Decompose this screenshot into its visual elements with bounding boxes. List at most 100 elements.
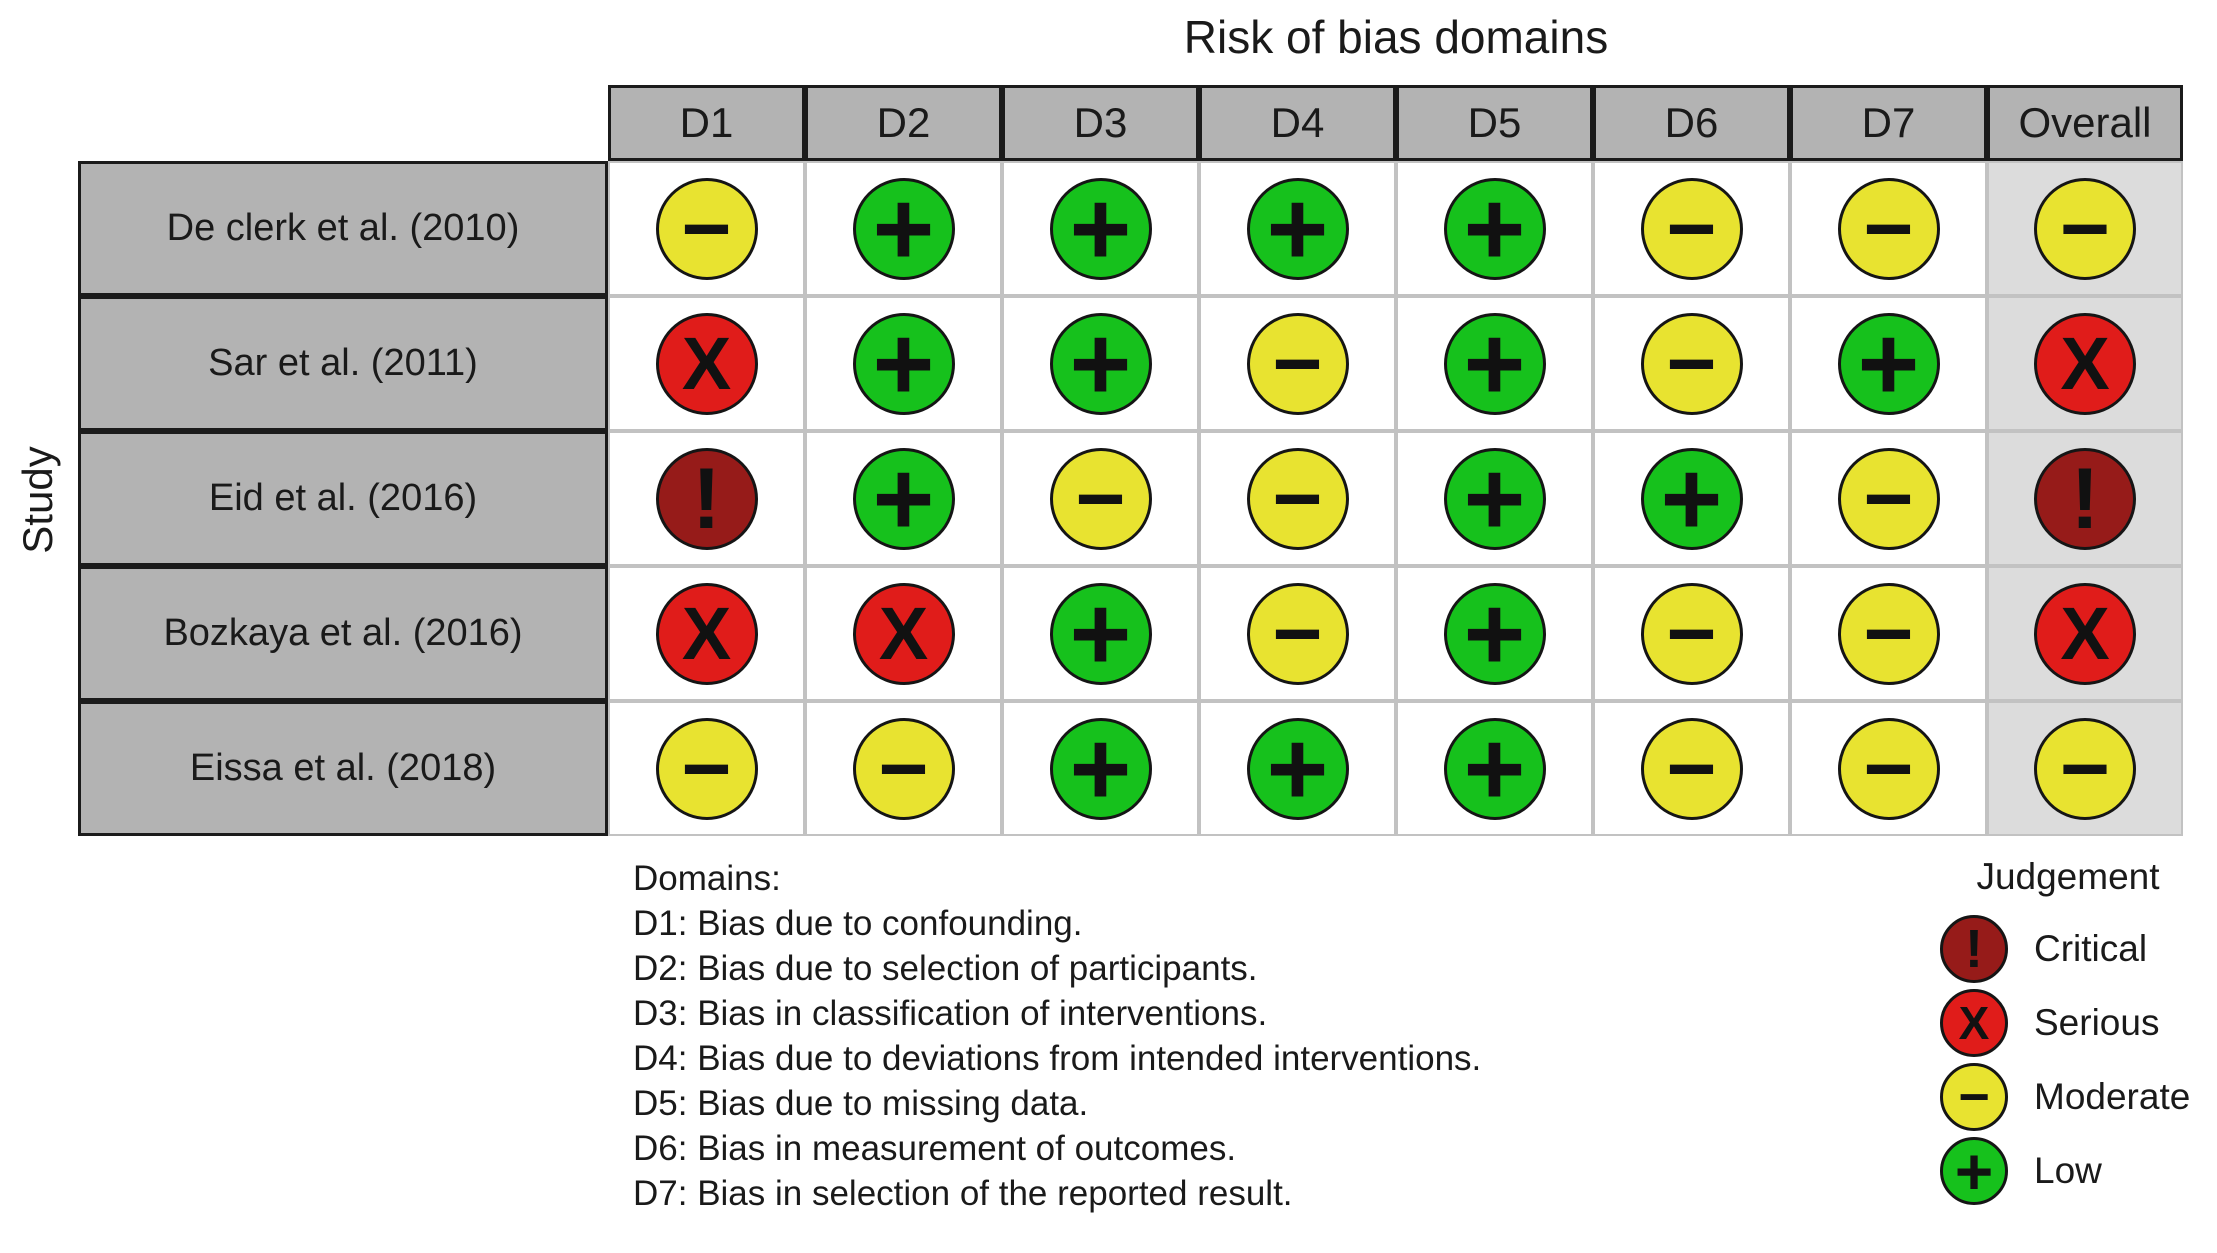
judgement-cell: − <box>1790 431 1987 566</box>
serious-judgement-icon: X <box>1940 989 2008 1057</box>
judgement-cell: − <box>1593 701 1790 836</box>
judgement-symbol: + <box>872 169 935 288</box>
judgement-cell: − <box>1790 701 1987 836</box>
judgement-cell: − <box>1987 161 2183 296</box>
study-label: Bozkaya et al. (2016) <box>78 566 608 701</box>
legend-label: Low <box>2034 1150 2102 1191</box>
moderate-judgement-icon: − <box>2034 177 2136 280</box>
judgement-symbol: − <box>1272 450 1323 547</box>
column-header-d2: D2 <box>805 85 1002 161</box>
judgement-symbol: − <box>1075 450 1126 547</box>
low-judgement-icon: + <box>1443 439 1546 558</box>
legend-item-moderate: − Moderate <box>1928 1060 2208 1134</box>
judgement-symbol: ! <box>2070 450 2100 547</box>
judgement-symbol: − <box>681 720 732 817</box>
judgement-symbol: + <box>872 304 935 423</box>
judgement-symbol: − <box>2059 180 2111 277</box>
moderate-judgement-icon: − <box>1640 582 1743 685</box>
judgement-symbol: X <box>2060 591 2110 675</box>
judgement-symbol: ! <box>1965 919 1983 979</box>
judgement-symbol: X <box>681 591 732 675</box>
judgement-cell: + <box>1199 161 1396 296</box>
study-label: Eissa et al. (2018) <box>78 701 608 836</box>
column-header-d4: D4 <box>1199 85 1396 161</box>
judgement-symbol: + <box>1069 574 1132 693</box>
serious-judgement-icon: X <box>2034 582 2136 685</box>
low-judgement-icon: + <box>852 304 955 423</box>
domain-line: D7: Bias in selection of the reported re… <box>633 1174 1293 1213</box>
legend-label: Critical <box>2034 928 2148 969</box>
judgement-cell: − <box>1199 566 1396 701</box>
header-row: D1 D2 D3 D4 D5 D6 D7 Overall <box>78 85 2183 161</box>
study-row: De clerk et al. (2010) − + + + + − − − <box>78 161 2183 296</box>
low-judgement-icon: + <box>1049 709 1152 828</box>
moderate-judgement-icon: − <box>1246 447 1349 550</box>
moderate-judgement-icon: − <box>1837 717 1940 820</box>
serious-judgement-icon: X <box>655 582 758 685</box>
judgement-symbol: − <box>1958 1067 1990 1127</box>
low-judgement-icon: + <box>1940 1137 2008 1205</box>
moderate-judgement-icon: − <box>1246 312 1349 415</box>
moderate-judgement-icon: − <box>1246 582 1349 685</box>
column-header-d5: D5 <box>1396 85 1593 161</box>
judgement-cell: X <box>608 296 805 431</box>
judgement-cell: − <box>608 701 805 836</box>
judgement-symbol: + <box>872 439 935 558</box>
serious-judgement-icon: X <box>2034 312 2136 415</box>
study-label: Sar et al. (2011) <box>78 296 608 431</box>
critical-judgement-icon: ! <box>2034 447 2136 550</box>
judgement-symbol: ! <box>692 450 721 547</box>
risk-of-bias-table: D1 D2 D3 D4 D5 D6 D7 Overall De clerk et al. (2… <box>78 85 2183 836</box>
judgement-symbol: + <box>1463 439 1526 558</box>
judgement-symbol: − <box>878 720 929 817</box>
legend-label: Moderate <box>2034 1076 2191 1117</box>
domains-note: Domains: D1: Bias due to confounding. D2:… <box>633 856 1481 1216</box>
judgement-symbol: + <box>1660 439 1723 558</box>
judgement-cell: − <box>1593 566 1790 701</box>
judgement-cell: − <box>1199 431 1396 566</box>
judgement-symbol: − <box>1863 180 1914 277</box>
judgement-cell: − <box>608 161 805 296</box>
judgement-symbol: + <box>1463 169 1526 288</box>
low-judgement-icon: + <box>1837 304 1940 423</box>
legend: Judgement ! Critical X Serious − Moderate + Low <box>1928 856 2208 1208</box>
domain-line: D4: Bias due to deviations from intended… <box>633 1039 1482 1078</box>
judgement-cell: X <box>805 566 1002 701</box>
judgement-cell: − <box>1790 161 1987 296</box>
judgement-symbol: X <box>1958 997 1990 1049</box>
judgement-cell: + <box>1199 701 1396 836</box>
judgement-cell: − <box>1790 566 1987 701</box>
judgement-symbol: + <box>1069 169 1132 288</box>
judgement-cell: ! <box>1987 431 2183 566</box>
domain-line: D5: Bias due to missing data. <box>633 1084 1089 1123</box>
judgement-symbol: + <box>1857 304 1920 423</box>
study-axis-label: Study <box>14 446 61 554</box>
judgement-symbol: + <box>1266 169 1329 288</box>
domain-line: D1: Bias due to confounding. <box>633 904 1083 943</box>
critical-judgement-icon: ! <box>655 447 758 550</box>
judgement-cell: + <box>805 161 1002 296</box>
moderate-judgement-icon: − <box>1837 582 1940 685</box>
judgement-symbol: − <box>1666 585 1717 682</box>
low-judgement-icon: + <box>1443 716 1546 822</box>
low-judgement-icon: + <box>1443 311 1546 417</box>
low-judgement-icon: + <box>1049 311 1152 417</box>
judgement-symbol: X <box>2060 321 2110 405</box>
study-row: Bozkaya et al. (2016) X X + − + − − X <box>78 566 2183 701</box>
judgement-symbol: − <box>1863 720 1914 817</box>
judgement-cell: + <box>1002 566 1199 701</box>
moderate-judgement-icon: − <box>2034 717 2136 820</box>
judgement-cell: X <box>1987 296 2183 431</box>
judgement-symbol: + <box>1069 709 1132 828</box>
low-judgement-icon: + <box>1640 439 1743 558</box>
judgement-symbol: − <box>2059 720 2111 817</box>
moderate-judgement-icon: − <box>655 717 758 820</box>
moderate-judgement-icon: − <box>655 177 758 280</box>
judgement-cell: + <box>1002 701 1199 836</box>
column-header-d1: D1 <box>608 85 805 161</box>
judgement-symbol: + <box>1266 709 1329 828</box>
moderate-judgement-icon: − <box>852 717 955 820</box>
judgement-cell: + <box>805 296 1002 431</box>
judgement-cell: X <box>1987 566 2183 701</box>
low-judgement-icon: + <box>1049 169 1152 288</box>
